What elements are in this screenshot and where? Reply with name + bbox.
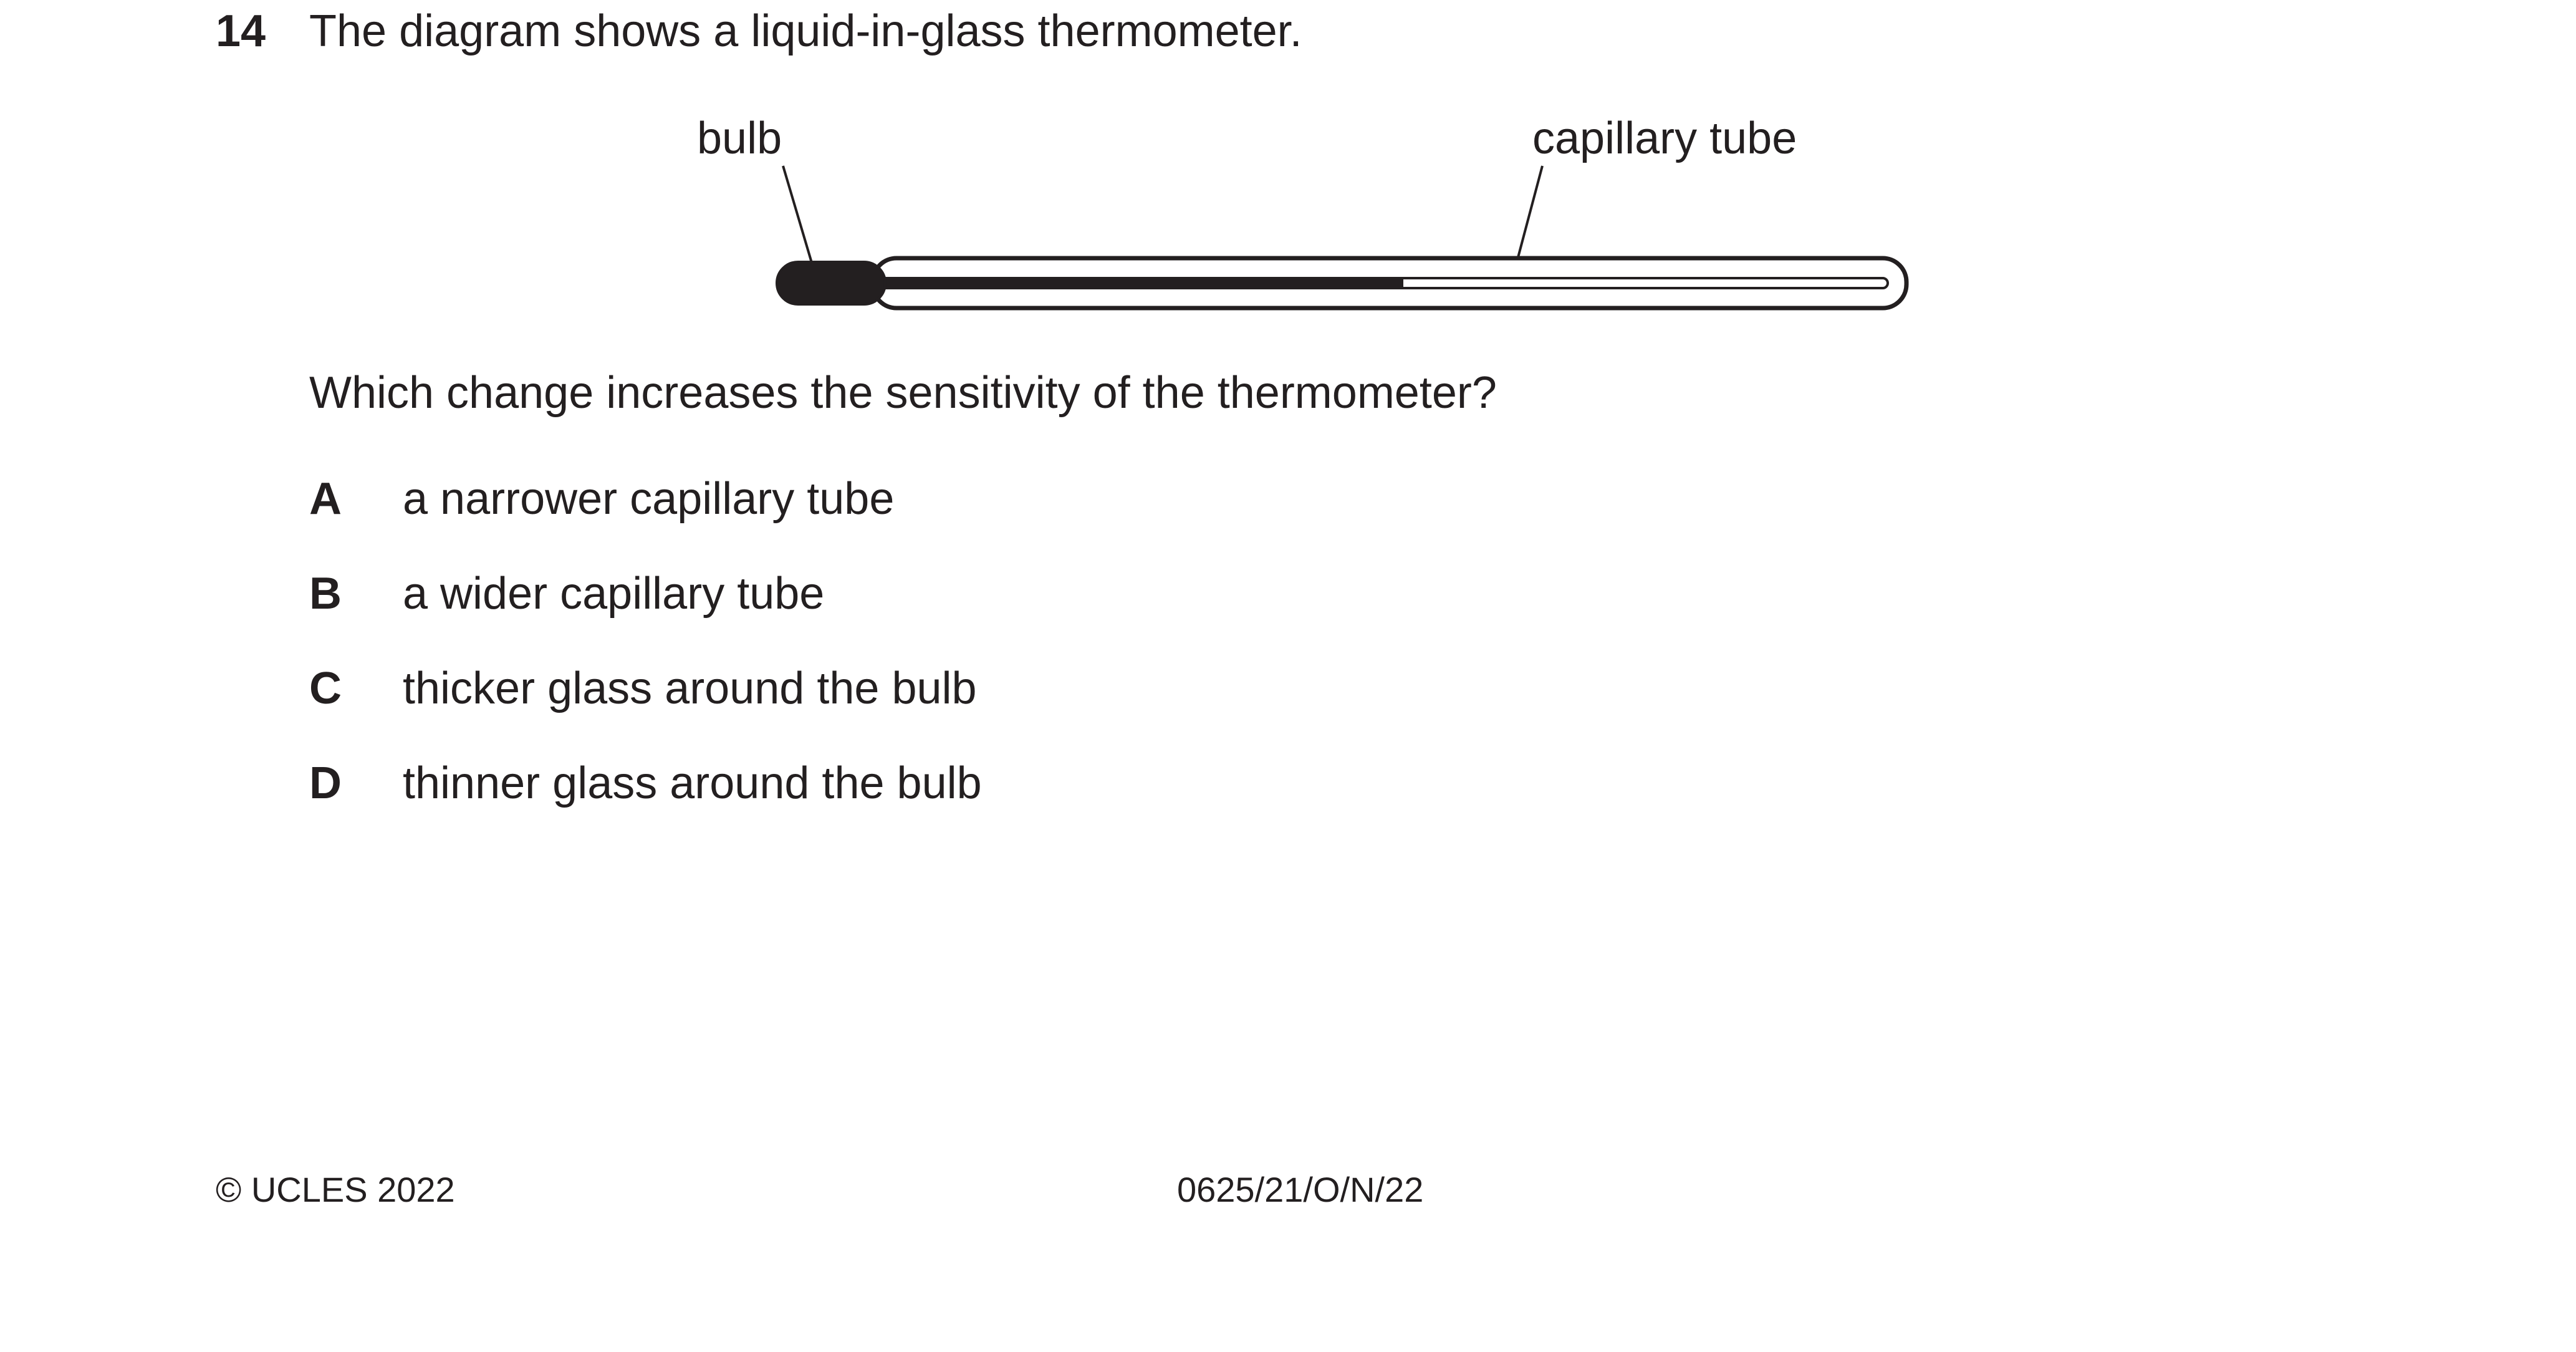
question-stem: The diagram shows a liquid-in-glass ther… (309, 6, 1302, 56)
option-d: D thinner glass around the bulb (309, 752, 1431, 814)
bulb (776, 261, 887, 306)
copyright: © UCLES 2022 (216, 1170, 455, 1209)
thermometer-diagram: bulb capillary tube (697, 113, 1909, 311)
option-letter: D (309, 758, 342, 808)
option-a: A a narrower capillary tube (309, 468, 1431, 530)
option-text: a narrower capillary tube (403, 474, 895, 524)
option-text: thinner glass around the bulb (403, 758, 982, 808)
option-c: C thicker glass around the bulb (309, 657, 1431, 720)
capillary-tube-label: capillary tube (1532, 113, 1797, 163)
option-letter: C (309, 664, 342, 713)
question-prompt: Which change increases the sensitivity o… (309, 368, 1497, 418)
paper-code: 0625/21/O/N/22 (1177, 1170, 1424, 1209)
option-letter: B (309, 569, 342, 619)
option-b: B a wider capillary tube (309, 563, 1431, 625)
question-number: 14 (216, 6, 266, 56)
bulb-label: bulb (697, 113, 782, 163)
option-text: a wider capillary tube (403, 569, 825, 619)
bulb-leader-line (782, 165, 814, 268)
option-text: thicker glass around the bulb (403, 664, 977, 713)
liquid-column (879, 278, 1403, 288)
option-letter: A (309, 474, 342, 524)
